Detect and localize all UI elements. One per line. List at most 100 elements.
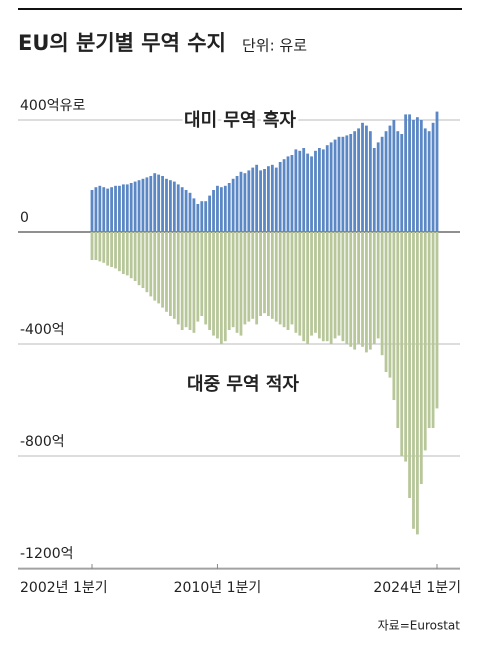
bar	[388, 125, 392, 232]
bar	[98, 232, 102, 262]
bar	[204, 201, 208, 232]
bar	[141, 178, 145, 232]
bar	[176, 184, 180, 232]
bar	[376, 142, 380, 232]
bar	[219, 232, 223, 344]
bar	[263, 169, 266, 232]
bar	[196, 232, 200, 322]
bar	[372, 148, 376, 232]
bar	[141, 232, 145, 288]
bar	[192, 232, 196, 333]
bar	[278, 232, 282, 325]
bar	[235, 232, 239, 333]
bar	[278, 162, 282, 232]
bar	[415, 117, 419, 232]
chart-title: EU의 분기별 무역 수지	[18, 31, 226, 55]
bar	[196, 204, 200, 232]
bar	[255, 164, 259, 232]
bar	[259, 170, 262, 232]
bar	[251, 232, 255, 319]
bar	[368, 131, 372, 232]
chart-subtitle: 단위: 유로	[242, 37, 307, 55]
bar	[290, 232, 294, 325]
bar	[145, 232, 149, 293]
bar	[121, 184, 125, 232]
bar	[408, 232, 411, 498]
bar	[235, 176, 239, 232]
bar	[372, 232, 376, 344]
bar	[400, 134, 404, 232]
bar	[137, 180, 141, 232]
bar	[380, 136, 384, 232]
bar	[419, 120, 423, 232]
bar	[333, 139, 337, 232]
bar	[384, 131, 388, 232]
bar	[368, 232, 372, 350]
bar	[380, 232, 384, 356]
bar	[247, 232, 251, 322]
source: 자료=Eurostat	[378, 619, 461, 633]
bar	[329, 232, 333, 344]
bar	[408, 114, 411, 232]
bar	[129, 232, 133, 279]
bar	[361, 122, 364, 232]
bar	[212, 232, 215, 336]
bar	[286, 232, 290, 330]
bar	[337, 232, 341, 336]
x-tick-label: 2024년 1분기	[373, 580, 461, 596]
bar	[94, 232, 98, 260]
bar	[102, 232, 106, 263]
bar	[192, 198, 196, 232]
bar	[188, 192, 192, 232]
bar	[321, 149, 325, 232]
bar	[353, 232, 357, 350]
bar	[94, 187, 98, 232]
bar	[321, 232, 325, 342]
bar	[90, 232, 94, 260]
bar	[208, 232, 212, 330]
bar	[361, 232, 364, 347]
bar	[435, 111, 439, 232]
bar	[427, 232, 431, 428]
bar	[415, 232, 419, 535]
bar	[106, 188, 110, 232]
bar	[153, 173, 157, 232]
bar	[333, 232, 337, 339]
bar	[365, 125, 368, 232]
bar	[294, 232, 298, 333]
bar	[188, 232, 192, 330]
bar	[161, 232, 164, 308]
bar	[388, 232, 392, 378]
bar	[137, 232, 141, 286]
top-rule	[18, 8, 462, 10]
y-tick-label: -1200억	[20, 546, 74, 562]
bar	[106, 232, 110, 266]
bar	[349, 232, 353, 347]
bar	[396, 232, 400, 428]
bar	[412, 232, 415, 529]
bar	[247, 170, 251, 232]
bar	[267, 232, 270, 316]
bar	[435, 232, 439, 409]
bar	[357, 128, 360, 232]
bar	[427, 131, 431, 232]
x-tick-label: 2010년 1분기	[174, 580, 262, 596]
bar	[290, 155, 294, 232]
bar	[227, 232, 231, 330]
bar	[239, 171, 243, 232]
bar	[251, 167, 255, 232]
bar	[118, 232, 121, 272]
bar	[208, 195, 212, 232]
bar	[263, 232, 266, 314]
bar	[114, 185, 117, 232]
y-tick-label: 400억유로	[20, 98, 85, 114]
bar	[306, 153, 310, 232]
bar	[306, 232, 310, 344]
bar	[125, 232, 129, 276]
bar	[90, 190, 94, 232]
bar	[329, 142, 333, 232]
bar	[345, 135, 349, 232]
bar	[239, 232, 243, 336]
bar	[157, 232, 161, 304]
bar	[172, 181, 176, 232]
